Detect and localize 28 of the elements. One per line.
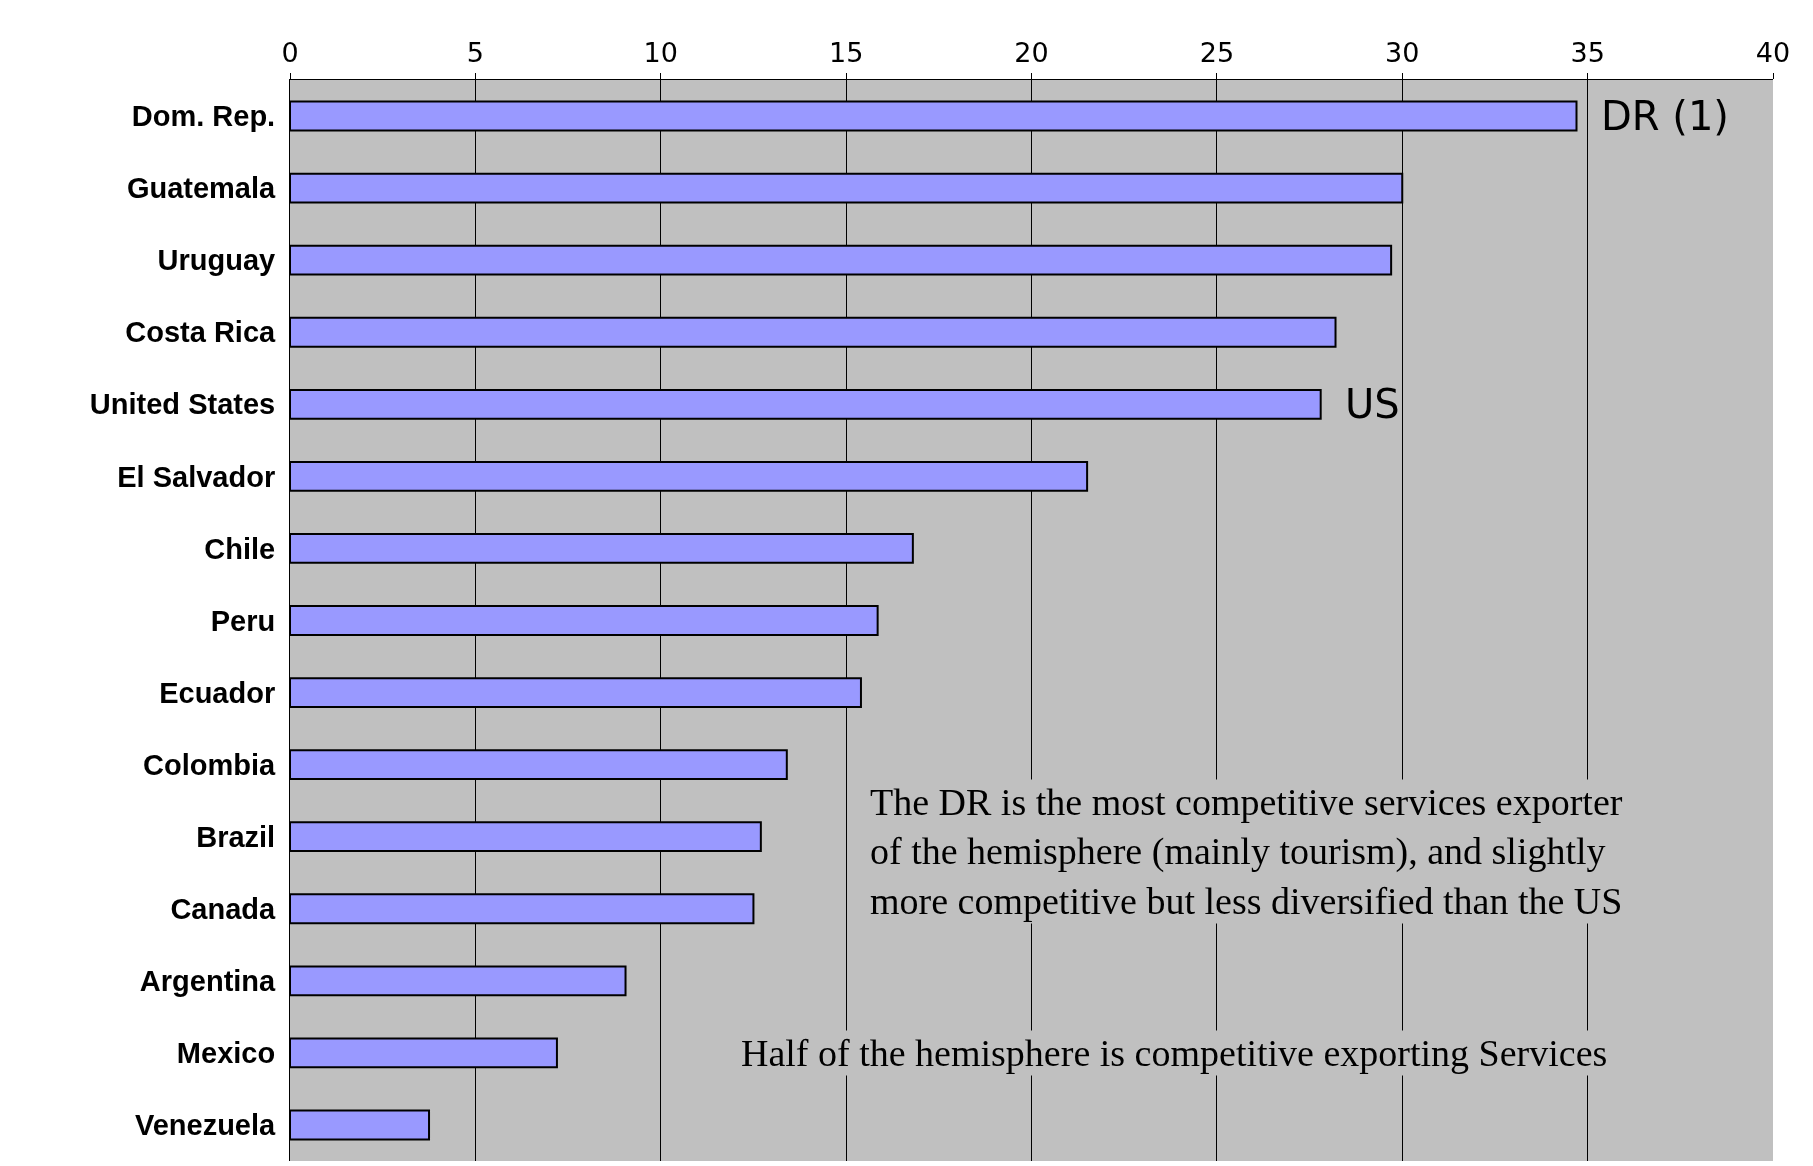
y-tick-label: United States [89, 388, 276, 421]
y-tick-label: Brazil [196, 820, 276, 853]
x-tick-label: 5 [466, 37, 484, 69]
x-tick-label: 0 [281, 37, 299, 69]
x-tick-label: 25 [1199, 37, 1235, 69]
y-tick-label: Guatemala [126, 172, 277, 205]
x-tick-label: 20 [1014, 37, 1049, 69]
y-tick-label: Costa Rica [125, 316, 277, 349]
y-tick-label: Ecuador [159, 676, 276, 709]
y-tick-label: Venezuela [134, 1109, 277, 1142]
x-tick-label: 10 [643, 37, 678, 69]
y-tick-label: Colombia [143, 748, 277, 781]
annotation: DR (1) [1601, 93, 1729, 139]
y-tick-label: Mexico [176, 1037, 276, 1070]
y-tick-label: Dom. Rep. [131, 100, 276, 133]
y-tick-label: Chile [204, 532, 276, 565]
annotation: The DR is the most competitive services exporter of the hemisphere (mainly tourism), and slightly more competitive but less diversified than the US [870, 781, 1623, 922]
y-tick-label: Peru [210, 604, 276, 637]
annotation: US [1345, 381, 1400, 427]
x-tick-label: 30 [1385, 37, 1420, 69]
y-tick-label: Uruguay [157, 244, 276, 277]
y-tick-label: El Salvador [117, 460, 276, 493]
y-tick-label: Argentina [139, 964, 277, 997]
annotation: Half of the hemisphere is competitive exporting Services [741, 1032, 1608, 1074]
x-tick-label: 35 [1570, 37, 1605, 69]
y-tick-label: Canada [170, 892, 277, 925]
x-tick-label: 40 [1755, 37, 1791, 69]
x-tick-label: 15 [828, 37, 864, 69]
